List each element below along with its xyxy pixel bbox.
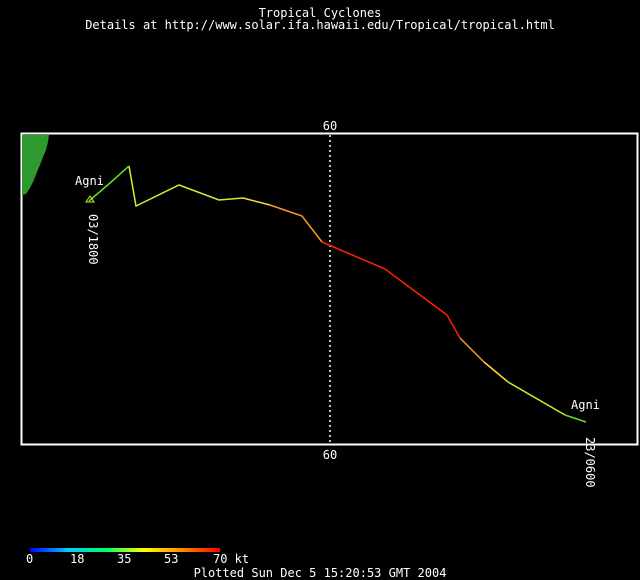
longitude-60-bottom-label: 60 — [323, 448, 337, 462]
legend-tick-18: 18 — [70, 552, 85, 566]
start-triangle-icon — [85, 195, 95, 203]
storm-start-marker — [85, 195, 95, 203]
track-segment — [128, 165, 244, 208]
storm-start-time: 03/1800 — [86, 214, 100, 265]
track-segment — [88, 165, 130, 202]
longitude-60-top-label: 60 — [323, 119, 337, 133]
page-title: Tropical Cyclones — [258, 6, 382, 20]
details-url: Details at http://www.solar.ifa.hawaii.e… — [85, 18, 555, 32]
legend-tick-0: 0 — [26, 552, 34, 566]
plotted-timestamp: Plotted Sun Dec 5 15:20:53 GMT 2004 — [193, 566, 447, 580]
track-segment — [507, 381, 566, 416]
track-segment — [269, 204, 323, 243]
track-segment — [321, 241, 461, 339]
track-segment — [483, 361, 509, 383]
track-segment — [242, 197, 271, 206]
legend-tick-70: 70 kt — [213, 552, 250, 566]
legend-tick-35: 35 — [117, 552, 132, 566]
storm-start-name: Agni — [75, 174, 104, 188]
storm-end-time: 23/0600 — [583, 437, 597, 488]
map-frame — [20, 132, 639, 446]
storm-end-name: Agni — [571, 398, 600, 412]
track-segment — [459, 337, 485, 363]
legend-tick-53: 53 — [164, 552, 179, 566]
land-mass — [22, 135, 49, 195]
intensity-color-bar — [30, 548, 220, 552]
map-frame-inner — [21, 133, 638, 445]
storm-track — [88, 165, 587, 423]
track-segment — [564, 414, 587, 423]
